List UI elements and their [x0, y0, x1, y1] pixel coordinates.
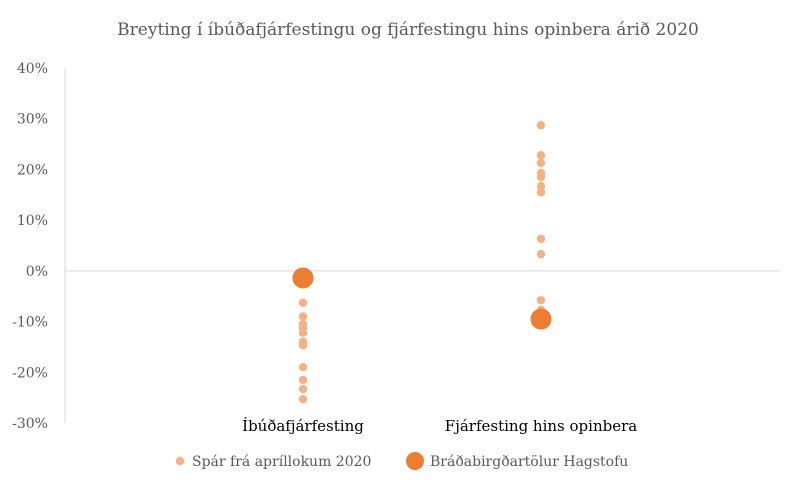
- forecast-point: [298, 384, 308, 394]
- preliminary-point: [292, 267, 314, 289]
- y-tick-labels: 40% 30% 20% 10% 0% -10% -20% -30%: [12, 61, 48, 432]
- forecast-point: [536, 121, 546, 130]
- y-tick-label: 10%: [17, 213, 48, 229]
- forecast-point: [536, 158, 546, 168]
- preliminary-point: [530, 308, 552, 330]
- forecast-point: [536, 151, 546, 160]
- forecast-point: [298, 298, 308, 308]
- legend-label: Bráðabirgðartölur Hagstofu: [430, 454, 628, 470]
- forecast-point: [298, 394, 308, 404]
- legend-marker: [406, 452, 424, 470]
- y-tick-label: 30%: [17, 112, 48, 128]
- forecast-point: [536, 296, 546, 305]
- y-tick-label: 20%: [17, 162, 48, 178]
- category-label: Fjárfesting hins opinbera: [445, 417, 637, 435]
- chart-title: Breyting í íbúðafjárfestingu og fjárfest…: [117, 20, 699, 40]
- y-tick-label: 40%: [17, 61, 48, 77]
- category-labels: Íbúðafjárfesting Fjárfesting hins opinber…: [242, 417, 637, 435]
- forecast-point: [536, 234, 546, 244]
- y-tick-label: 0%: [26, 264, 48, 280]
- forecast-point: [536, 181, 546, 191]
- forecast-point: [298, 341, 308, 350]
- forecast-point: [536, 188, 546, 197]
- forecast-point: [536, 249, 546, 259]
- forecast-point: [298, 363, 308, 372]
- forecast-point: [298, 328, 308, 337]
- forecast-point: [298, 312, 308, 321]
- y-tick-label: -20%: [12, 365, 48, 381]
- legend-marker: [175, 456, 185, 466]
- legend: Spár frá apríllokum 2020 Bráðabirgðartölu…: [175, 452, 628, 470]
- y-tick-label: -30%: [12, 416, 48, 432]
- y-tick-label: -10%: [12, 315, 48, 331]
- data-points: [292, 121, 552, 404]
- forecast-point: [536, 172, 546, 182]
- legend-label: Spár frá apríllokum 2020: [192, 454, 371, 470]
- forecast-point: [298, 375, 308, 385]
- category-label: Íbúðafjárfesting: [242, 417, 364, 435]
